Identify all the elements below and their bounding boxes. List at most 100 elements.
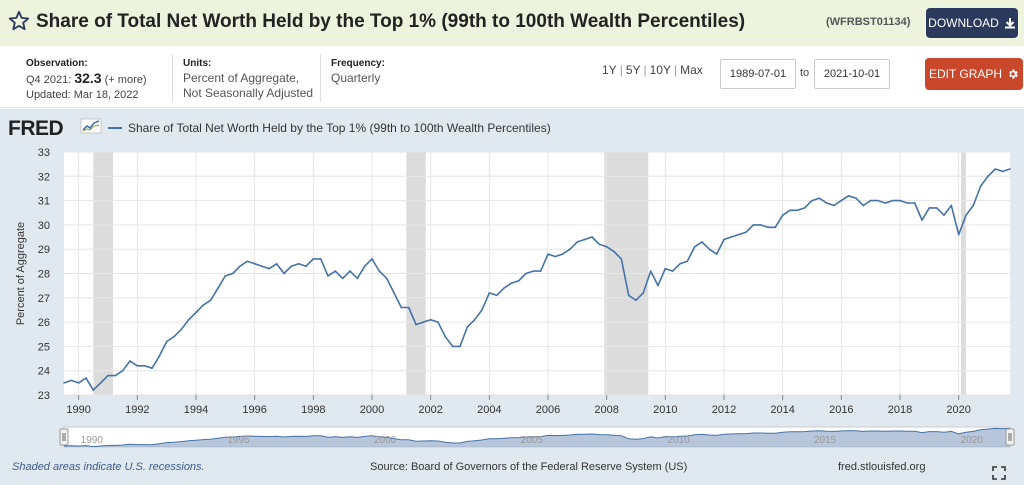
data-point: [422, 321, 425, 323]
updated-date: Updated: Mar 18, 2022: [26, 89, 139, 101]
data-point: [253, 262, 256, 265]
data-point: [554, 255, 557, 258]
title-bar: Share of Total Net Worth Held by the Top…: [0, 0, 1024, 46]
data-point: [466, 326, 469, 328]
y-tick-label: 29: [38, 244, 50, 256]
data-point: [517, 279, 520, 282]
data-point: [1009, 168, 1011, 170]
data-point: [488, 292, 491, 294]
data-point: [70, 379, 73, 382]
data-point: [283, 272, 285, 275]
x-tick-label: 2018: [888, 404, 912, 416]
data-point: [341, 277, 344, 280]
x-tick-label: 2010: [653, 404, 677, 416]
x-tick-label: 2020: [946, 404, 970, 416]
data-point: [275, 262, 278, 265]
range-max-button[interactable]: Max: [680, 63, 703, 77]
data-point: [136, 365, 139, 367]
x-tick-label: 2004: [477, 404, 501, 416]
x-tick-label: 2000: [360, 404, 384, 416]
data-point: [723, 238, 725, 241]
data-point: [209, 299, 212, 302]
star-outline-icon[interactable]: [8, 10, 30, 32]
legend-swatch: [108, 127, 122, 129]
data-point: [371, 258, 373, 260]
x-tick-label: 2008: [594, 404, 618, 416]
navigator-label: 1995: [227, 435, 250, 446]
data-point: [671, 270, 674, 272]
navigator-right-handle[interactable]: [1005, 428, 1015, 446]
data-point: [906, 202, 909, 204]
edit-graph-label: EDIT GRAPH: [928, 67, 1003, 81]
data-point: [899, 199, 901, 202]
fullscreen-icon[interactable]: [992, 466, 1006, 480]
data-point: [591, 236, 593, 238]
data-point: [576, 241, 579, 243]
frequency-block: Frequency: Quarterly: [320, 54, 385, 102]
data-point: [833, 204, 835, 207]
data-point: [180, 328, 183, 331]
frequency-label: Frequency:: [331, 58, 385, 69]
chart-legend: Share of Total Net Worth Held by the Top…: [108, 121, 551, 135]
data-point: [664, 267, 667, 270]
data-point: [583, 238, 586, 241]
data-point: [627, 294, 630, 297]
start-date-input[interactable]: [720, 59, 796, 89]
navigator-label: 2000: [374, 435, 397, 446]
navigator-label: 2010: [667, 435, 690, 446]
data-point: [635, 299, 637, 302]
data-point: [547, 253, 549, 255]
data-point: [737, 233, 740, 236]
data-point: [525, 272, 527, 275]
data-point: [913, 202, 916, 204]
data-point: [400, 306, 403, 309]
data-point: [605, 245, 608, 248]
end-date-input[interactable]: [814, 59, 890, 89]
y-tick-label: 30: [38, 220, 50, 232]
observation-more-link[interactable]: (+ more): [104, 74, 147, 86]
data-point: [987, 175, 989, 178]
data-point: [195, 311, 197, 314]
data-point: [319, 258, 322, 260]
range-5y-button[interactable]: 5Y: [625, 63, 641, 77]
data-point: [312, 258, 315, 260]
navigator-left-handle[interactable]: [59, 428, 69, 446]
data-point: [715, 253, 718, 255]
data-point: [129, 360, 131, 362]
download-label: DOWNLOAD: [928, 16, 999, 30]
data-point: [77, 382, 80, 384]
data-point: [943, 214, 945, 216]
data-point: [561, 253, 564, 255]
data-point: [107, 374, 109, 377]
data-point: [891, 199, 894, 202]
range-10y-button[interactable]: 10Y: [649, 63, 671, 77]
download-button[interactable]: DOWNLOAD: [926, 8, 1018, 38]
data-point: [1001, 170, 1004, 173]
site-link[interactable]: fred.stlouisfed.org: [838, 461, 926, 473]
data-point: [290, 265, 293, 268]
x-tick-label: 1998: [301, 404, 325, 416]
range-separator: |: [619, 63, 623, 77]
data-point: [217, 287, 219, 289]
y-tick-label: 25: [38, 341, 50, 353]
data-point: [642, 292, 645, 294]
edit-graph-button[interactable]: EDIT GRAPH: [925, 58, 1023, 90]
page-title: Share of Total Net Worth Held by the Top…: [36, 11, 746, 32]
data-point: [928, 207, 931, 209]
data-point: [869, 199, 872, 202]
data-point: [92, 389, 95, 391]
data-point: [231, 272, 234, 275]
navigator-label: 2020: [961, 435, 984, 446]
data-point: [261, 265, 263, 268]
data-point: [774, 226, 777, 229]
data-point: [693, 245, 696, 248]
data-point: [385, 277, 388, 280]
data-point: [759, 224, 762, 226]
data-point: [415, 323, 417, 326]
data-point: [789, 209, 791, 212]
line-chart[interactable]: 23 24 25 26 27 28 29 30 31 32 33 1990 1992 1994 1996 19…: [0, 109, 1024, 485]
x-tick-label: 1996: [242, 404, 266, 416]
data-point: [239, 265, 241, 268]
data-point: [510, 282, 513, 285]
range-1y-button[interactable]: 1Y: [602, 63, 617, 77]
